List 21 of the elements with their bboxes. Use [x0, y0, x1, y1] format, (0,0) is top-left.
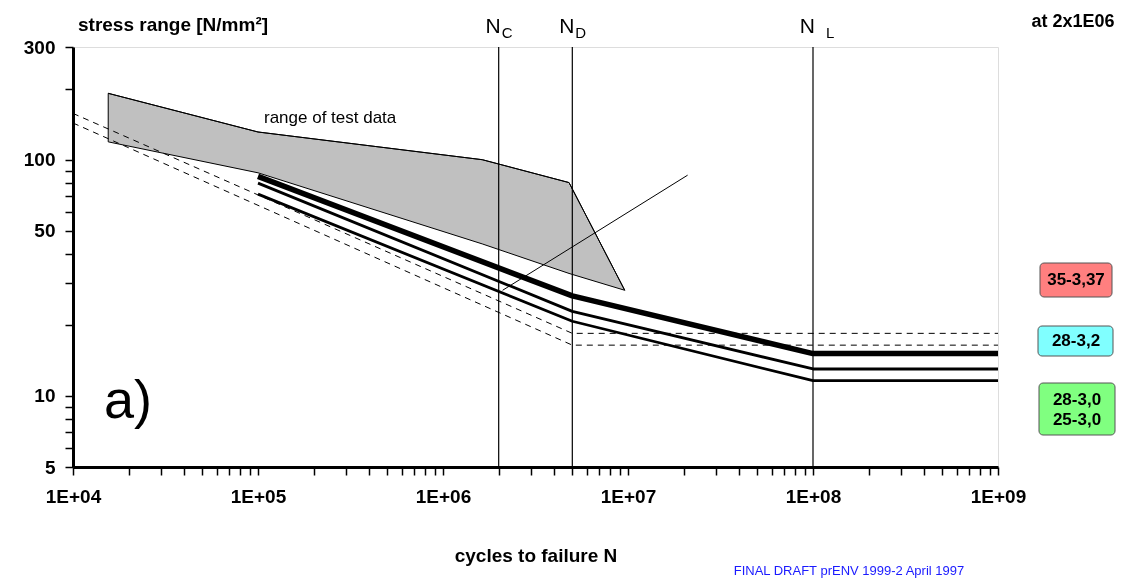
y-tick-label: 50: [34, 220, 56, 242]
y-tick-label: 5: [44, 456, 56, 478]
text: FINAL DRAFT prENV 1999-2 April 1997: [733, 563, 965, 578]
ref-line-label: N L: [799, 14, 835, 41]
annotation: a): [103, 369, 153, 429]
x-tick-label: 1E+04: [45, 485, 102, 507]
text: at 2x1E06: [1031, 11, 1115, 31]
x-axis-title: cycles to failure N: [454, 544, 618, 566]
y-axis-title: stress range [N/mm²]: [78, 14, 269, 35]
text: 28-3,2: [1051, 331, 1101, 350]
x-tick-label: 1E+09: [970, 485, 1027, 507]
y-tick-label: 300: [23, 36, 56, 58]
x-tick-label: 1E+07: [600, 485, 657, 507]
x-tick-label: 1E+08: [785, 485, 842, 507]
y-tick-label: 10: [34, 385, 56, 407]
text: 28-3,0 25-3,0: [1052, 390, 1102, 429]
text: 35-3,37: [1047, 270, 1105, 289]
y-tick-label: 100: [23, 149, 56, 171]
x-tick-label: 1E+05: [230, 485, 287, 507]
series-label: range of test data: [263, 107, 397, 127]
x-tick-label: 1E+06: [415, 485, 472, 507]
